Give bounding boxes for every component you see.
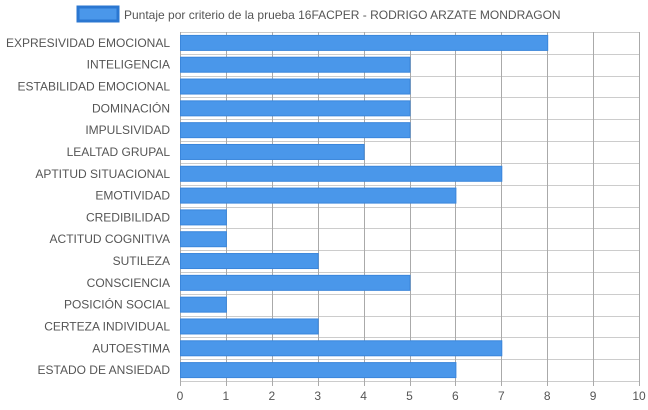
x-tick-label: 5 (406, 389, 413, 403)
category-label: DOMINACIÓN (92, 100, 170, 115)
category-label: APTITUD SITUACIONAL (35, 167, 170, 181)
category-label: EMOTIVIDAD (95, 189, 170, 203)
bar[interactable] (180, 143, 365, 160)
category-label: POSICIÓN SOCIAL (64, 297, 170, 312)
bars (180, 34, 549, 379)
x-tick-label: 9 (590, 389, 597, 403)
bar[interactable] (180, 274, 411, 291)
category-label: IMPULSIVIDAD (85, 123, 170, 137)
bar[interactable] (180, 187, 457, 204)
category-label: EXPRESIVIDAD EMOCIONAL (6, 36, 170, 50)
bar[interactable] (180, 296, 227, 313)
bar[interactable] (180, 122, 411, 139)
x-tick-label: 2 (268, 389, 275, 403)
x-tick-label: 4 (360, 389, 367, 403)
bar[interactable] (180, 318, 319, 335)
bar[interactable] (180, 100, 411, 117)
legend-swatch[interactable] (76, 5, 120, 23)
category-label: ACTITUD COGNITIVA (50, 232, 170, 246)
bar[interactable] (180, 231, 227, 248)
category-label: ESTABILIDAD EMOCIONAL (18, 80, 171, 94)
bar[interactable] (180, 78, 411, 95)
x-tick-label: 3 (314, 389, 321, 403)
x-tick-label: 10 (632, 389, 646, 403)
category-label: CERTEZA INDIVIDUAL (44, 319, 170, 333)
bar[interactable] (180, 165, 503, 182)
x-tick-label: 8 (544, 389, 551, 403)
x-axis-ticks: 0 1 2 3 4 5 6 7 8 9 10 (177, 389, 646, 403)
category-labels: EXPRESIVIDAD EMOCIONAL INTELIGENCIA ESTABI… (6, 36, 170, 377)
legend[interactable]: Puntaje por criterio de la prueba 16FACP… (76, 5, 561, 23)
category-label: ESTADO DE ANSIEDAD (38, 363, 171, 377)
category-label: SUTILEZA (113, 254, 170, 268)
x-tick-label: 6 (452, 389, 459, 403)
category-label: CREDIBILIDAD (86, 210, 170, 224)
x-tick-label: 0 (177, 389, 184, 403)
category-label: CONSCIENCIA (87, 276, 170, 290)
category-label: LEALTAD GRUPAL (67, 145, 171, 159)
bar[interactable] (180, 340, 503, 357)
bar[interactable] (180, 362, 457, 379)
bar[interactable] (180, 209, 227, 226)
bar[interactable] (180, 56, 411, 73)
bar[interactable] (180, 34, 549, 51)
grid (180, 32, 640, 386)
bar[interactable] (180, 253, 319, 270)
x-tick-label: 1 (223, 389, 230, 403)
category-label: AUTOESTIMA (92, 341, 170, 355)
legend-label[interactable]: Puntaje por criterio de la prueba 16FACP… (124, 8, 561, 22)
category-label: INTELIGENCIA (87, 58, 170, 72)
x-tick-label: 7 (498, 389, 505, 403)
